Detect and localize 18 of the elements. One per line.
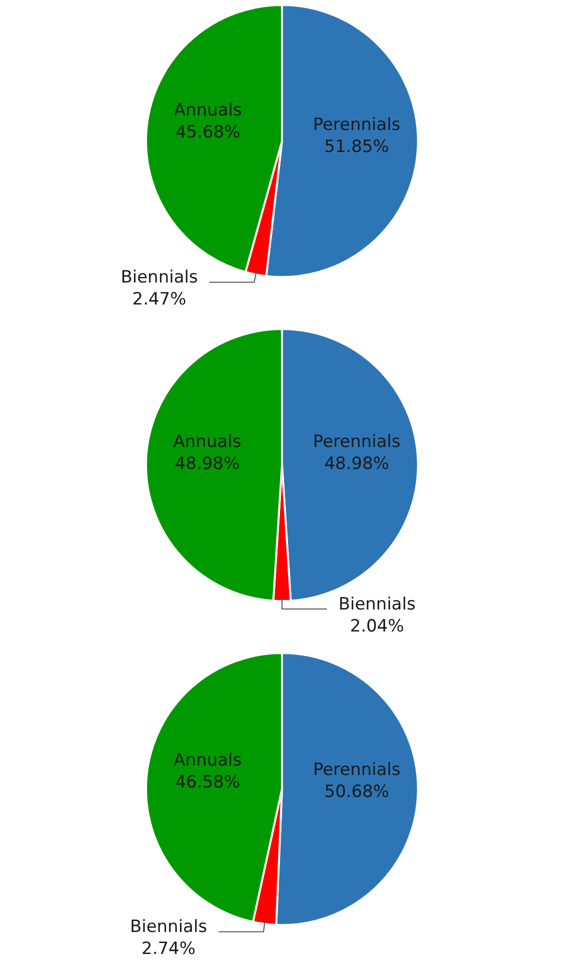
slice-label: Perennials	[312, 114, 401, 135]
data-label: 50.68%	[324, 782, 390, 802]
slice-label: Biennials	[338, 594, 416, 614]
data-label: 2.47%	[132, 290, 186, 310]
slice-label: Biennials	[120, 268, 198, 288]
data-label: 2.04%	[350, 616, 404, 636]
data-label: 51.85%	[324, 136, 390, 157]
data-label: 45.68%	[175, 122, 240, 142]
data-label: 48.98%	[324, 454, 390, 474]
slice-label: Biennials	[130, 917, 208, 938]
slice-label: Annuals	[174, 100, 242, 120]
data-label: 48.98%	[174, 454, 240, 474]
slice-label: Annuals	[173, 432, 242, 452]
slice-label: Annuals	[174, 750, 242, 770]
slice-label: Perennials	[313, 760, 401, 780]
slice-label: Perennials	[313, 432, 401, 452]
data-label: 2.74%	[141, 939, 196, 960]
data-label: 46.58%	[175, 772, 240, 792]
